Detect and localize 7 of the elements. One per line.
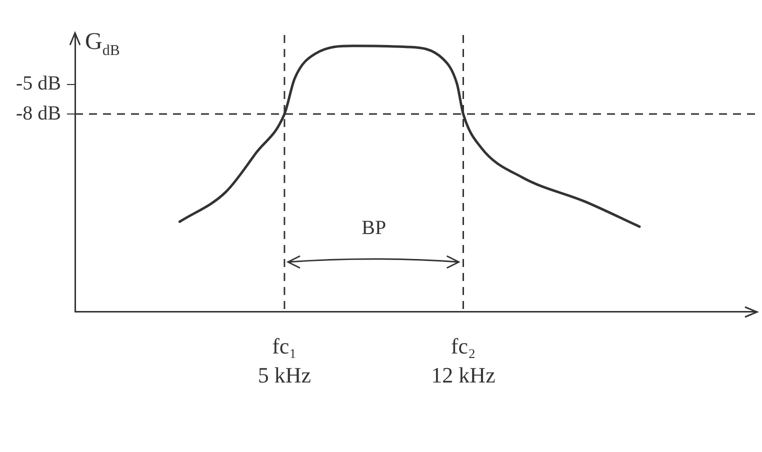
ref-line-label: fc₁ bbox=[272, 334, 297, 359]
x-tick-label: 5 kHz bbox=[258, 362, 312, 388]
x-tick-label: 12 kHz bbox=[431, 362, 496, 388]
ref-line-label: fc₂ bbox=[450, 334, 476, 359]
y-tick-label: -5 dB bbox=[16, 72, 61, 95]
y-tick-label: -8 dB bbox=[16, 102, 61, 124]
annotation: BP bbox=[362, 217, 386, 240]
